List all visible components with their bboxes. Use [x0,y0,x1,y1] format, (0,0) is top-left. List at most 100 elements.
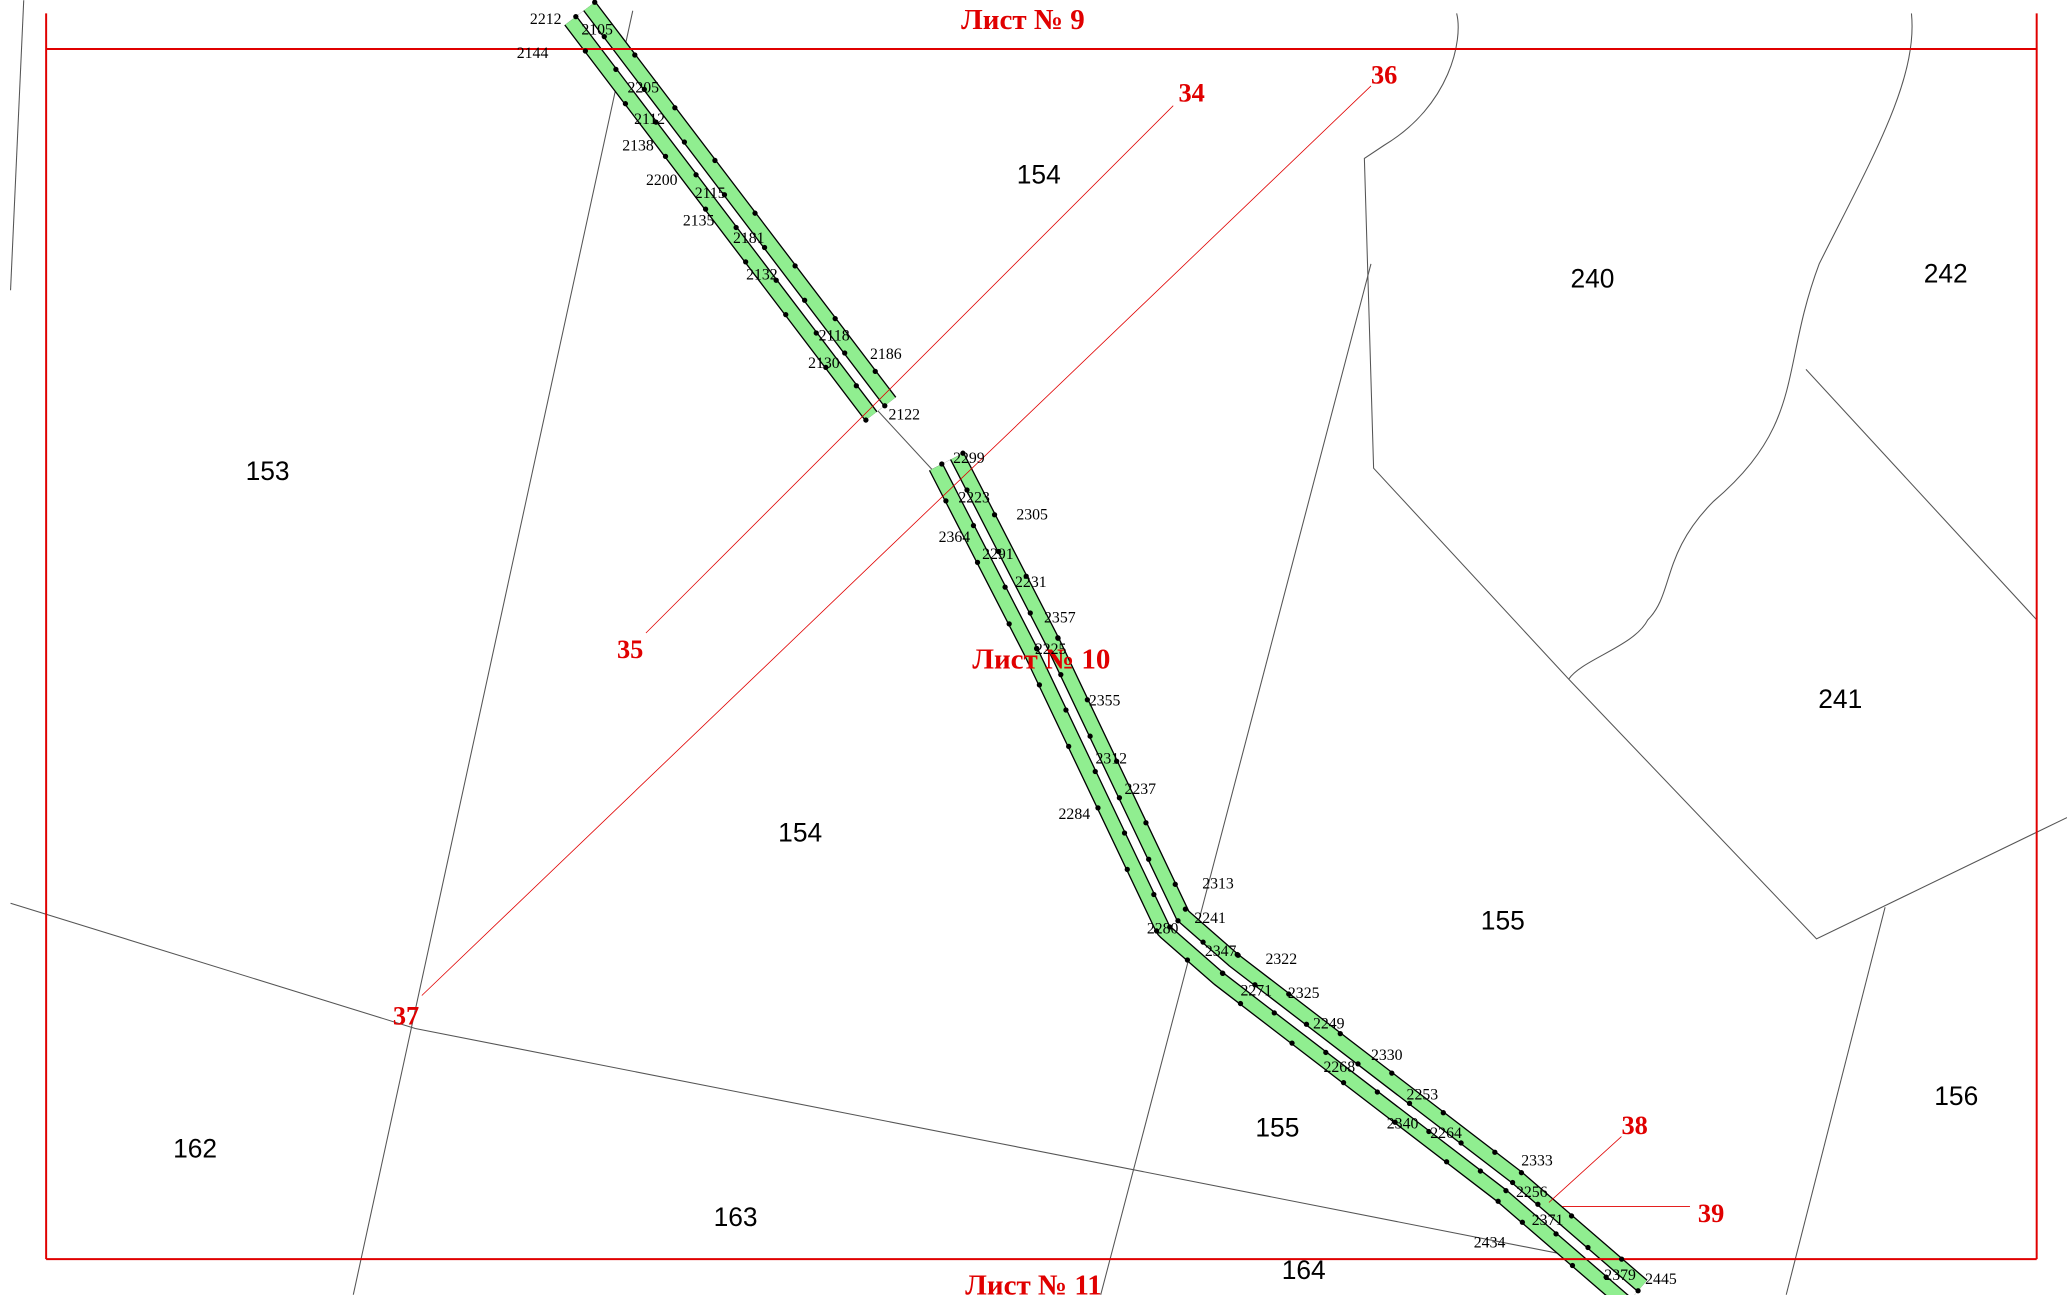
survey-dot [1535,1201,1541,1207]
survey-dot [964,487,970,493]
leader-line [1548,1136,1622,1203]
survey-dot [1374,1089,1380,1095]
point-label: 2181 [733,230,765,247]
survey-dot [1167,924,1173,930]
survey-dot [842,350,848,356]
corridor-gap [576,11,1638,1295]
parcel-label: 163 [714,1202,758,1232]
corridor [564,1,1648,1295]
point-label: 2322 [1266,951,1298,968]
survey-dot [863,417,869,423]
point-label: 2118 [819,327,850,344]
survey-dot [1182,906,1189,912]
survey-dot [712,157,718,164]
survey-dot [1175,918,1181,924]
survey-dot [1585,1244,1591,1251]
boundary [1805,368,2038,621]
survey-dot [601,33,607,40]
point-label: 2241 [1194,910,1226,927]
survey-dot [702,206,709,212]
survey-dot [773,277,779,283]
survey-dot [1289,1040,1295,1046]
point-label: 2205 [627,80,659,97]
survey-dot [1234,951,1240,958]
survey-dot [721,192,728,198]
survey-dot [622,101,629,107]
point-label: 2186 [870,346,902,363]
survey-dot [1143,820,1149,826]
survey-dot [783,311,789,318]
point-label: 2231 [1015,574,1047,591]
parcel-label: 156 [1934,1081,1978,1111]
line-label: 39 [1698,1199,1724,1228]
boundary [1785,907,1886,1295]
survey-dot [1092,768,1098,775]
survey-dot [1036,682,1043,688]
survey-dot [792,263,798,269]
survey-dot [1220,970,1226,976]
point-label: 2223 [958,489,990,506]
survey-dot [1114,758,1120,764]
survey-dot [939,461,945,467]
line-label: 36 [1371,60,1397,89]
survey-dot [1492,1149,1498,1155]
survey-dot [1116,795,1123,801]
survey-dot [1477,1168,1484,1174]
survey-dot [1406,1100,1413,1107]
point-label: 2355 [1089,693,1121,710]
survey-dot [1443,1159,1450,1165]
survey-dot [1063,707,1069,713]
survey-dot [1303,1021,1310,1027]
sheet-frame [45,13,2038,1261]
parcel-label: 153 [246,456,290,486]
survey-dot [960,450,966,456]
leader-line [645,105,1174,634]
survey-dot [1055,635,1061,641]
point-label: 2379 [1604,1267,1636,1284]
point-label: 2115 [695,185,726,202]
line-label: 37 [393,1002,419,1031]
point-label: 2284 [1059,806,1091,823]
point-label: 2299 [953,450,985,467]
survey-dot [1340,1080,1347,1086]
point-label: 2256 [1516,1184,1548,1201]
parcel-label: 155 [1481,906,1525,936]
survey-dot [1087,733,1093,739]
survey-dot [1084,697,1091,703]
survey-dot [1200,939,1206,945]
labels: Лист № 9 Лист № 10 Лист № 11 34 35 36 37 38 39 15… [173,0,1978,1295]
point-label: 2291 [982,546,1014,563]
point-label: 2434 [1474,1234,1506,1251]
parcel-label: 241 [1818,684,1862,714]
survey-dot [1002,584,1008,590]
survey-dot [943,498,949,504]
survey-dot [996,548,1002,555]
point-label: 2253 [1407,1087,1439,1104]
survey-dot [1034,645,1040,652]
boundary [1568,13,1913,680]
survey-dot [1553,1231,1559,1237]
survey-dot [752,210,758,216]
parcel-label: 162 [173,1134,217,1164]
survey-dot [681,139,688,145]
parcel-label: 154 [778,817,822,847]
point-label: 2105 [581,22,613,39]
survey-dot [970,522,977,529]
survey-dot [1153,928,1160,934]
point-label: 2333 [1521,1153,1553,1170]
survey-dot [1635,1288,1641,1294]
survey-dot [1237,1000,1244,1007]
point-label: 2237 [1124,781,1156,798]
point-label: 2112 [634,111,665,128]
survey-dot [1323,1049,1329,1056]
boundary [1363,13,2067,940]
boundary [352,10,634,1295]
survey-dot [573,13,579,20]
survey-dot [1618,1256,1625,1262]
line-label: 35 [617,635,643,664]
survey-dot [1121,830,1128,836]
survey-dot [1027,610,1033,616]
point-label: 2313 [1202,876,1234,893]
